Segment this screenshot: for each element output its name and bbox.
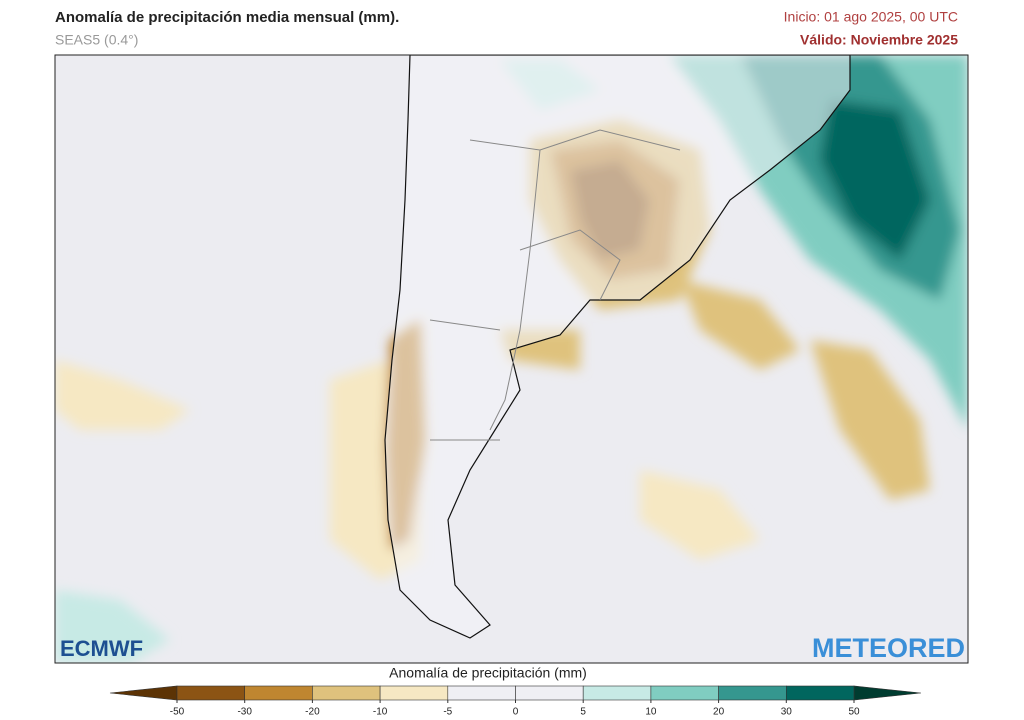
colorbar-segment [312, 685, 381, 701]
legend-title: Anomalía de precipitación (mm) [389, 665, 587, 681]
colorbar-segment [785, 685, 855, 701]
land-outline [384, 55, 851, 639]
colorbar: -50 -30 -20 -10 -5 0 5 10 20 30 50 [109, 685, 922, 718]
colorbar-segment [515, 685, 584, 701]
colorbar-tick-label: 50 [848, 707, 860, 718]
ecmwf-logo: ECMWF [60, 636, 143, 661]
meteored-logo: METEORED [812, 633, 965, 663]
colorbar-tick-label: -10 [373, 707, 388, 718]
colorbar-tick-label: 20 [713, 707, 725, 718]
map-frame [54, 54, 969, 664]
colorbar-tick-label: -5 [443, 707, 452, 718]
colorbar-tick-label: 0 [513, 707, 519, 718]
colorbar-tick-label: 30 [781, 707, 793, 718]
colorbar-tick-label: 5 [580, 707, 586, 718]
colorbar-tick-label: -30 [237, 707, 252, 718]
colorbar-segment [176, 685, 245, 701]
colorbar-segment [718, 685, 787, 701]
subtitle: SEAS5 (0.4°) [55, 32, 138, 48]
init-time: Inicio: 01 ago 2025, 00 UTC [784, 9, 958, 25]
colorbar-tick-label: 10 [645, 707, 657, 718]
valid-time: Válido: Noviembre 2025 [800, 32, 958, 48]
colorbar-tick-label: -50 [170, 707, 185, 718]
colorbar-extend-low [109, 685, 178, 701]
colorbar-segment [244, 685, 313, 701]
colorbar-segment [379, 685, 449, 701]
colorbar-segment [582, 685, 652, 701]
map [55, 55, 968, 663]
colorbar-segment [650, 685, 719, 701]
colorbar-extend-high [853, 685, 922, 701]
title: Anomalía de precipitación media mensual … [55, 9, 399, 26]
colorbar-segment [447, 685, 516, 701]
borders [429, 129, 681, 441]
colorbar-tick-label: -20 [305, 707, 320, 718]
